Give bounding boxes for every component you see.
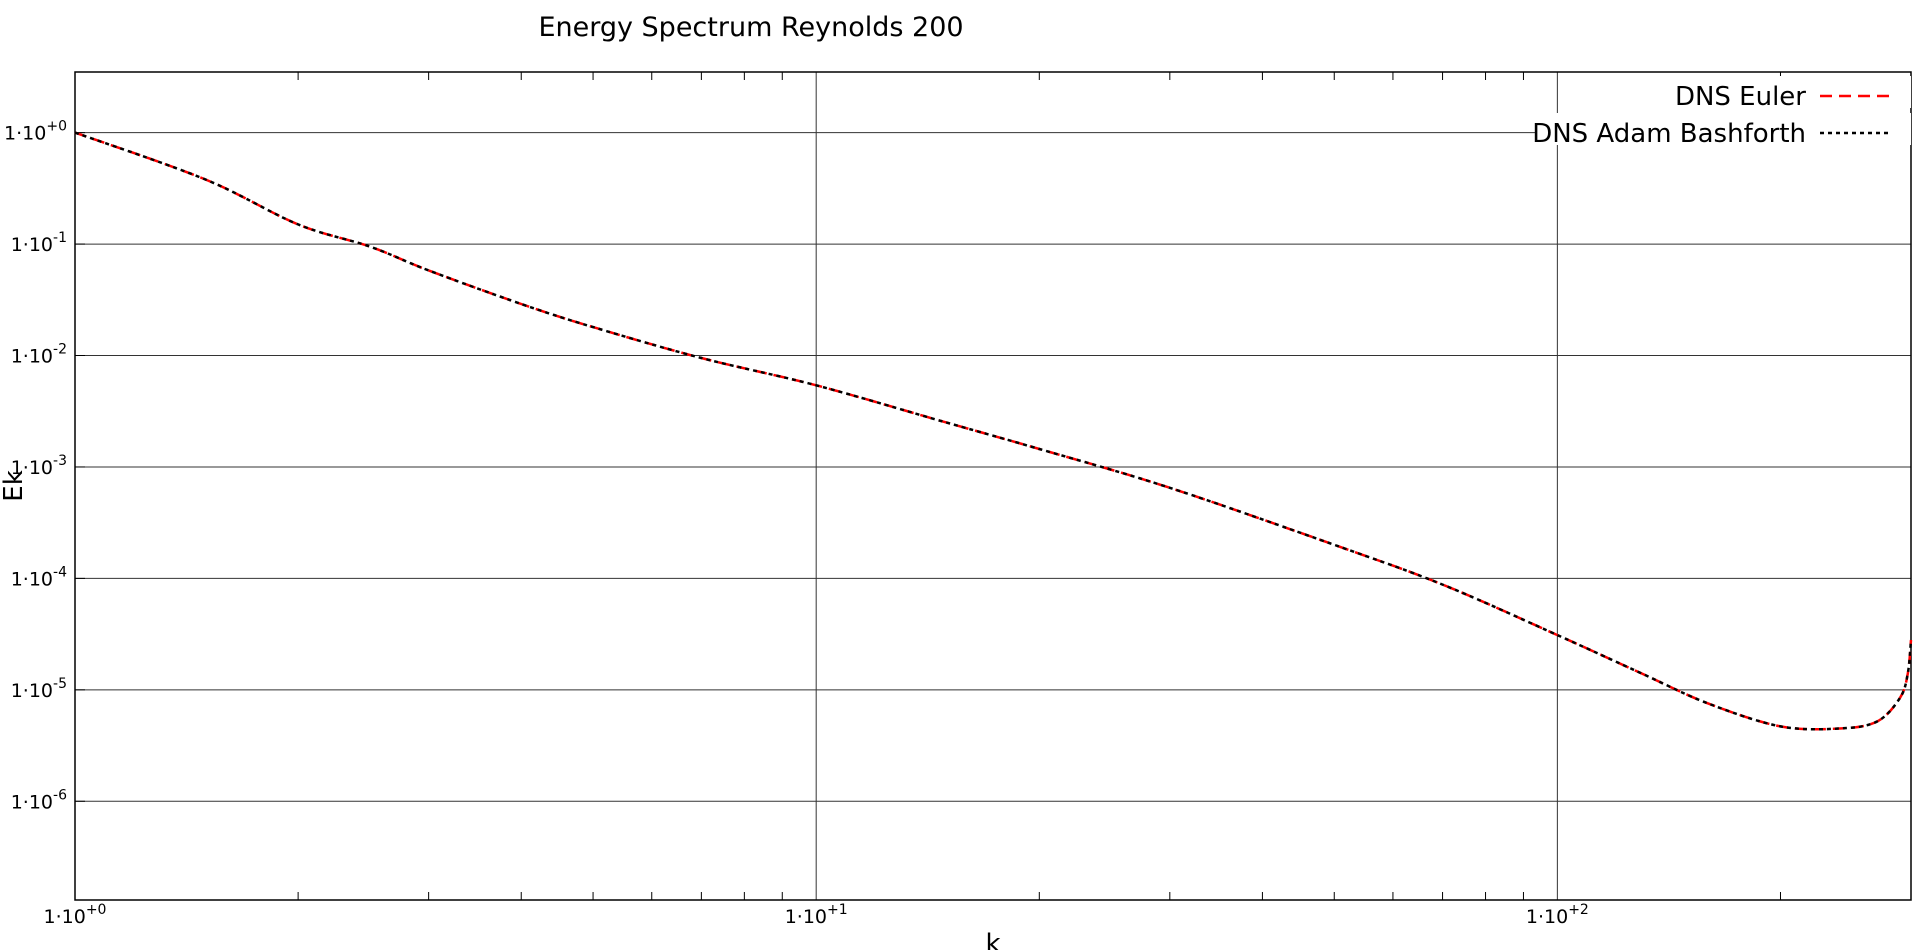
plot-frame bbox=[74, 71, 1912, 901]
y-tick-labels: 1·10+0 1·10-1 1·10-2 1·10-3 1·10-4 1·10-5 1·10… bbox=[4, 119, 67, 814]
series-line-1 bbox=[74, 131, 1913, 731]
legend: DNS Euler DNS Adam Bashforth bbox=[1532, 76, 1911, 149]
series-lines bbox=[74, 131, 1913, 731]
y-tick-label: 1·10-5 bbox=[11, 676, 67, 702]
legend-background bbox=[1676, 76, 1911, 108]
y-tick-label: 1·10-3 bbox=[11, 453, 67, 479]
y-axis-label: Ek bbox=[0, 470, 29, 501]
x-axis-label: k bbox=[985, 929, 1000, 950]
y-tick-label: 1·10-4 bbox=[11, 564, 67, 590]
legend-label: DNS Adam Bashforth bbox=[1532, 119, 1806, 149]
grid bbox=[74, 72, 1912, 900]
y-tick-label: 1·10-2 bbox=[11, 342, 67, 368]
series-line-0 bbox=[74, 131, 1913, 731]
x-tick-label: 1·10+2 bbox=[1526, 902, 1589, 928]
y-tick-label: 1·10-1 bbox=[11, 230, 67, 256]
x-tick-label: 1·10+0 bbox=[44, 902, 107, 928]
x-tick-labels: 1·10+0 1·10+1 1·10+2 bbox=[44, 902, 1589, 928]
y-tick-label: 1·10+0 bbox=[4, 119, 67, 145]
legend-label: DNS Euler bbox=[1675, 82, 1806, 112]
x-tick-label: 1·10+1 bbox=[785, 902, 848, 928]
legend-background bbox=[1536, 113, 1911, 145]
chart-title: Energy Spectrum Reynolds 200 bbox=[538, 12, 963, 43]
y-tick-label: 1·10-6 bbox=[11, 787, 67, 813]
